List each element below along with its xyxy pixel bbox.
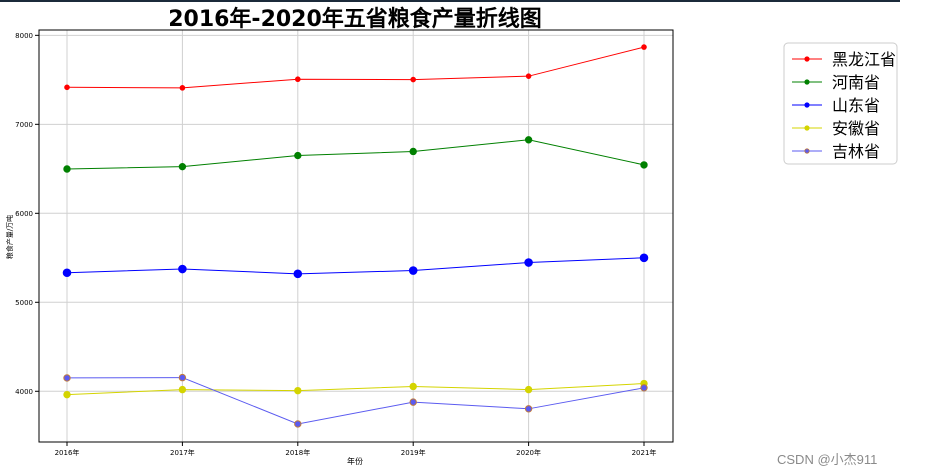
- page-margin: [900, 0, 930, 474]
- legend-item: 山东省: [792, 96, 880, 115]
- legend-label: 河南省: [832, 73, 880, 92]
- data-point: [409, 398, 417, 406]
- series-line: [66, 257, 645, 275]
- data-point: [524, 258, 533, 267]
- data-point: [640, 384, 648, 392]
- x-tick-label: 2016年: [55, 448, 80, 457]
- x-tick-label: 2020年: [516, 448, 541, 457]
- top-border: [0, 0, 900, 2]
- data-point: [524, 405, 533, 413]
- watermark: CSDN @小杰911: [777, 452, 878, 467]
- series-3: [62, 253, 649, 279]
- series-line: [66, 383, 645, 396]
- data-point: [294, 420, 302, 428]
- data-point: [409, 147, 417, 156]
- legend-item: 河南省: [792, 73, 880, 92]
- y-tick-label: 8000: [15, 32, 33, 40]
- legend-marker: [804, 79, 810, 85]
- data-point: [179, 85, 186, 91]
- data-point: [524, 385, 533, 394]
- plot-area-frame: [38, 29, 674, 443]
- data-point: [63, 390, 71, 399]
- data-point: [410, 76, 417, 83]
- data-point: [409, 382, 417, 391]
- legend-marker: [804, 148, 810, 154]
- series-5: [63, 373, 648, 428]
- y-tick-label: 7000: [15, 121, 33, 129]
- legend-box: [783, 42, 898, 165]
- data-point: [525, 73, 532, 79]
- data-point: [178, 162, 187, 171]
- series-1: [64, 44, 647, 91]
- data-point: [641, 44, 647, 50]
- data-point: [640, 161, 648, 169]
- x-tick-label: 2019年: [401, 448, 426, 457]
- line-chart: 2016年-2020年五省粮食产量折线图 年份 粮食产量/万吨 2016年 201…: [5, 6, 898, 466]
- y-tick-label: 5000: [15, 299, 33, 307]
- legend-item: 黑龙江省: [792, 50, 896, 69]
- x-axis-label: 年份: [347, 456, 363, 466]
- data-point: [178, 373, 187, 382]
- data-point: [524, 136, 533, 144]
- x-tick-label: 2021年: [632, 448, 657, 457]
- data-point: [293, 269, 303, 279]
- data-point: [62, 268, 72, 278]
- legend-label: 山东省: [832, 96, 880, 115]
- data-point: [178, 385, 187, 394]
- data-point: [639, 253, 649, 263]
- legend-marker: [804, 102, 810, 108]
- data-point: [64, 84, 70, 91]
- data-point: [178, 264, 187, 274]
- series-line: [66, 377, 645, 425]
- series-line: [66, 139, 645, 170]
- y-tick-label: 6000: [15, 210, 33, 218]
- legend-label: 黑龙江省: [832, 50, 896, 69]
- data-point: [295, 76, 301, 83]
- legend-label: 吉林省: [832, 142, 880, 161]
- y-tick-label: 4000: [15, 388, 33, 396]
- data-point: [63, 165, 71, 173]
- legend-marker: [804, 125, 810, 131]
- series-4: [63, 379, 648, 399]
- legend-marker: [804, 56, 810, 62]
- x-tick-label: 2017年: [170, 448, 195, 457]
- x-tick-label: 2018年: [285, 448, 310, 457]
- series-line: [66, 46, 645, 89]
- legend-label: 安徽省: [832, 119, 880, 138]
- y-axis-label: 粮食产量/万吨: [5, 215, 14, 259]
- chart-title: 2016年-2020年五省粮食产量折线图: [168, 6, 542, 32]
- data-point: [63, 374, 71, 382]
- legend-item: 吉林省: [792, 142, 880, 161]
- data-point: [408, 266, 418, 275]
- data-point: [294, 151, 302, 160]
- legend-item: 安徽省: [792, 119, 880, 138]
- data-point: [294, 386, 302, 395]
- series-2: [63, 136, 648, 173]
